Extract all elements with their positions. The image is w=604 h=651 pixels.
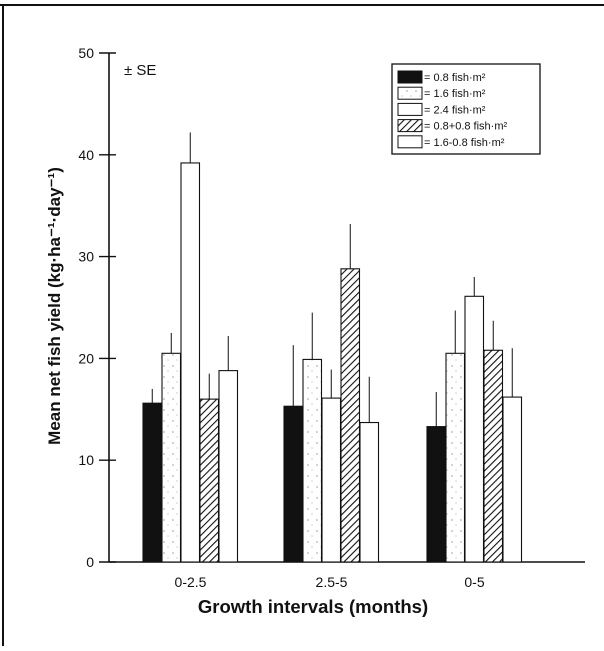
bar bbox=[321, 397, 342, 563]
y-tick-label: 0 bbox=[86, 554, 94, 570]
bar bbox=[426, 426, 447, 563]
bar bbox=[359, 421, 380, 563]
y-tick-label: 10 bbox=[78, 452, 94, 468]
legend-swatch bbox=[397, 102, 423, 116]
bar bbox=[340, 268, 361, 563]
legend: = 0.8 fish·m² = 1.6 fish·m² = 2.4 fish·m² =… bbox=[391, 63, 541, 155]
bar bbox=[464, 295, 485, 563]
page-border-top bbox=[0, 4, 604, 6]
x-tick-label: 2.5-5 bbox=[316, 574, 348, 590]
legend-swatch bbox=[397, 119, 423, 133]
legend-swatch bbox=[397, 135, 423, 149]
bar bbox=[199, 398, 220, 563]
bar bbox=[218, 370, 239, 563]
bar bbox=[483, 349, 504, 563]
bar bbox=[142, 402, 163, 563]
x-tick-label: 0-2.5 bbox=[175, 574, 207, 590]
y-tick-label: 30 bbox=[78, 249, 94, 265]
se-annotation: ± SE bbox=[124, 62, 156, 79]
legend-swatch bbox=[397, 70, 423, 84]
y-axis-title: Mean net fish yield (kg·ha⁻¹·day⁻¹) bbox=[45, 167, 64, 445]
legend-label: = 2.4 fish·m² bbox=[424, 104, 486, 116]
x-axis-title: Growth intervals (months) bbox=[198, 596, 428, 617]
bar bbox=[502, 396, 523, 563]
bar bbox=[445, 352, 466, 563]
error-bars-group bbox=[151, 132, 513, 427]
legend-label: = 1.6 fish·m² bbox=[424, 88, 486, 100]
bar bbox=[302, 358, 323, 563]
legend-label: = 0.8+0.8 fish·m² bbox=[424, 121, 507, 133]
y-tick-label: 50 bbox=[78, 45, 94, 61]
bar bbox=[161, 352, 182, 563]
page-border-left bbox=[2, 4, 4, 646]
bar bbox=[180, 162, 201, 563]
bars-group bbox=[142, 162, 523, 563]
x-tick-label: 0-5 bbox=[464, 574, 484, 590]
legend-swatch bbox=[397, 86, 423, 100]
legend-label: = 1.6-0.8 fish·m² bbox=[424, 137, 505, 149]
y-tick-label: 20 bbox=[78, 350, 94, 366]
bar bbox=[283, 405, 304, 563]
y-tick-label: 40 bbox=[78, 147, 94, 163]
legend-label: = 0.8 fish·m² bbox=[424, 72, 486, 84]
